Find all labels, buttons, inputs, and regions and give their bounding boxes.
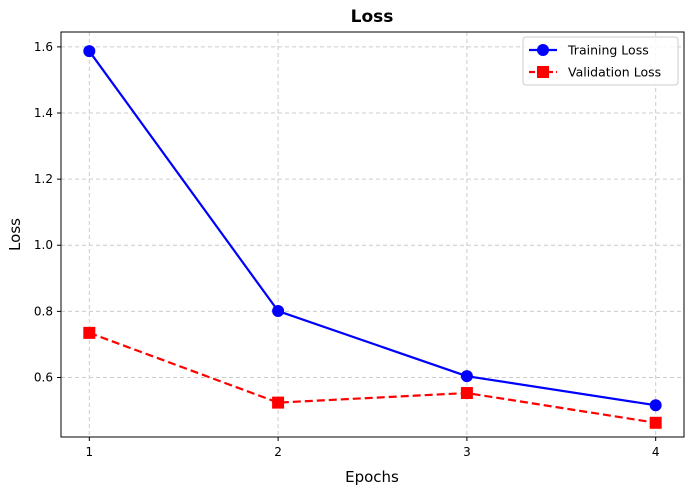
x-tick-label: 3	[463, 445, 471, 459]
legend-validation-loss-marker	[537, 66, 549, 78]
x-axis-label: Epochs	[345, 468, 399, 486]
legend-validation-loss-label: Validation Loss	[568, 65, 661, 80]
legend-training-loss-marker	[537, 44, 549, 56]
y-tick-label: 1.4	[34, 106, 53, 120]
y-tick-label: 1.2	[34, 172, 53, 186]
training-loss-point	[649, 399, 662, 412]
validation-loss-point	[272, 396, 285, 409]
training-loss-line	[88, 50, 656, 407]
x-axis-ticks: 1 2 3 4	[85, 437, 660, 459]
y-tick-label: 0.8	[34, 304, 53, 318]
training-loss-point	[272, 305, 285, 318]
y-axis-label: Loss	[6, 218, 24, 251]
x-tick-label: 2	[274, 445, 282, 459]
y-tick-label: 1.0	[34, 238, 53, 252]
legend-box	[522, 36, 679, 86]
training-loss-point	[460, 370, 473, 383]
validation-loss-point	[460, 387, 473, 400]
validation-loss-point	[83, 326, 96, 339]
training-loss-point	[83, 45, 96, 58]
y-axis-ticks: 0.6 0.8 1.0 1.2 1.4 1.6	[34, 40, 61, 384]
y-tick-label: 0.6	[34, 370, 53, 384]
x-tick-label: 1	[85, 445, 93, 459]
legend: Training Loss Validation Loss	[522, 36, 679, 86]
y-tick-label: 1.6	[34, 40, 53, 54]
series-layer	[83, 45, 662, 429]
x-tick-label: 4	[652, 445, 660, 459]
plot-frame	[60, 31, 685, 438]
chart-title: Loss	[351, 7, 394, 27]
grid-lines	[61, 32, 684, 437]
legend-training-loss-label: Training Loss	[567, 43, 649, 58]
validation-loss-line	[88, 331, 656, 424]
validation-loss-point	[649, 416, 662, 429]
